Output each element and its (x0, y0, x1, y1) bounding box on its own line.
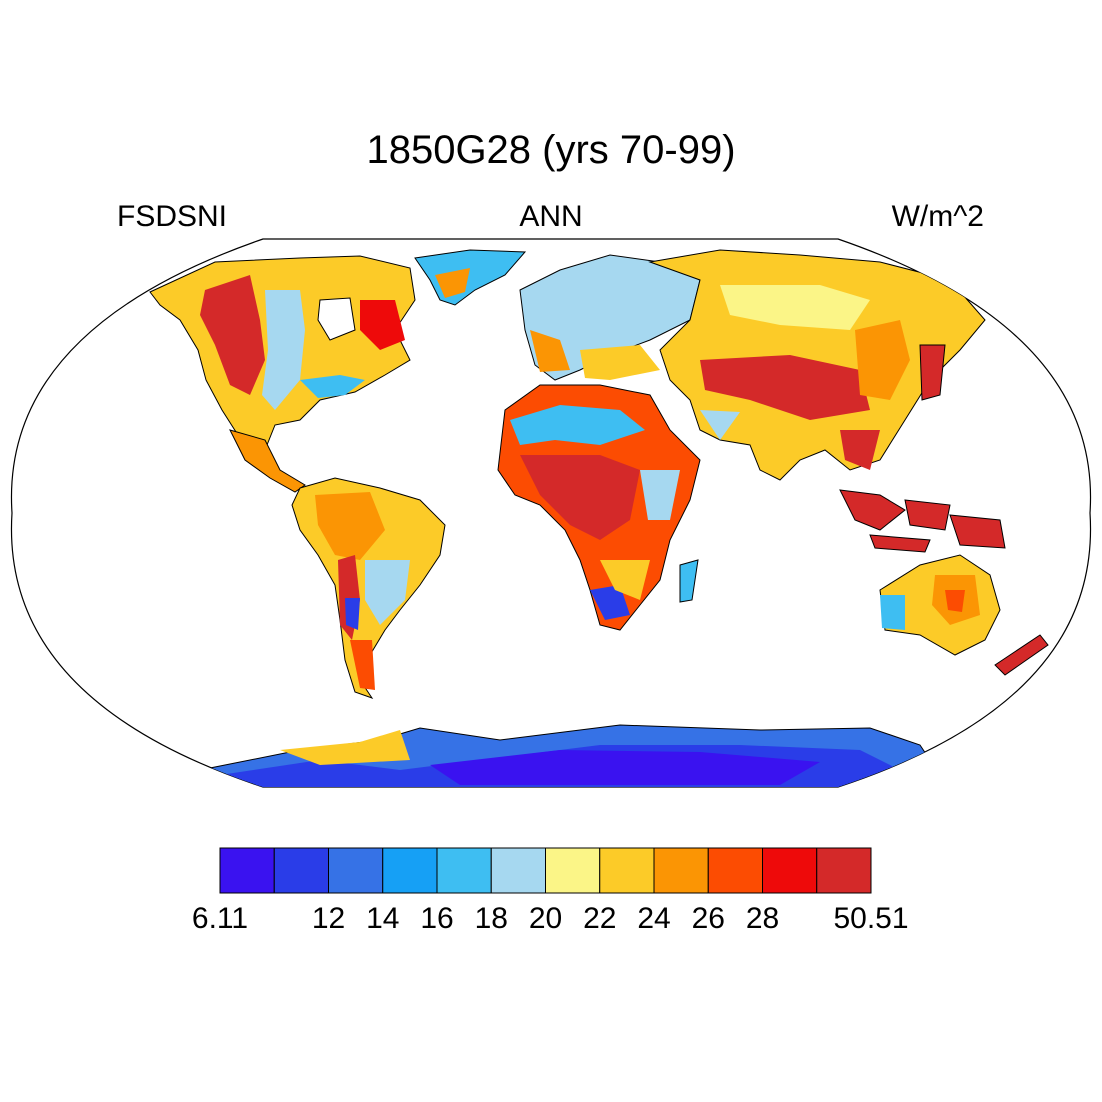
colorbar-swatch (653, 847, 709, 894)
map-title: 1850G28 (yrs 70-99) (366, 128, 736, 172)
north-america-landmass (149, 255, 416, 493)
colorbar-tick-label: 24 (637, 902, 671, 935)
greenland-landmass (414, 249, 527, 306)
colorbar-swatch (490, 847, 546, 894)
colorbar-tick-label: 50.51 (833, 902, 909, 935)
maritime-continent-islands (839, 489, 1006, 553)
colorbar-swatch (328, 847, 384, 894)
colorbar-swatch (762, 847, 818, 894)
colorbar-swatch (816, 847, 872, 894)
africa-landmass (497, 384, 701, 631)
season-label: ANN (519, 200, 583, 233)
colorbar-swatch (599, 847, 655, 894)
variable-label: FSDSNI (117, 200, 228, 233)
colorbar-tick-label: 28 (745, 902, 780, 935)
new-zealand-landmass (994, 634, 1049, 676)
units-label: W/m^2 (891, 200, 984, 233)
colorbar-tick-label: 6.11 (191, 902, 249, 935)
colorbar-tick-label: 14 (366, 902, 400, 935)
colorbar-swatch (545, 847, 601, 894)
colorbar-swatch (707, 847, 763, 894)
colorbar-tick-label: 22 (583, 902, 617, 935)
australia-landmass (879, 554, 1001, 656)
colorbar-swatch (219, 847, 275, 894)
colorbar-swatch (436, 847, 492, 894)
colorbar-tick-label: 12 (311, 902, 346, 935)
colorbar-tick-label: 16 (420, 902, 454, 935)
antarctica-landmass (149, 724, 951, 787)
europe-landmass (519, 254, 701, 381)
asia-landmass (648, 249, 986, 481)
colorbar-tick-label: 26 (691, 902, 725, 935)
colorbar-swatch (382, 847, 438, 894)
colorbar (219, 847, 872, 894)
colorbar-tick-label: 20 (528, 902, 563, 935)
colorbar-tick-label: 18 (474, 902, 508, 935)
colorbar-swatch (273, 847, 329, 894)
south-america-landmass (291, 477, 446, 699)
